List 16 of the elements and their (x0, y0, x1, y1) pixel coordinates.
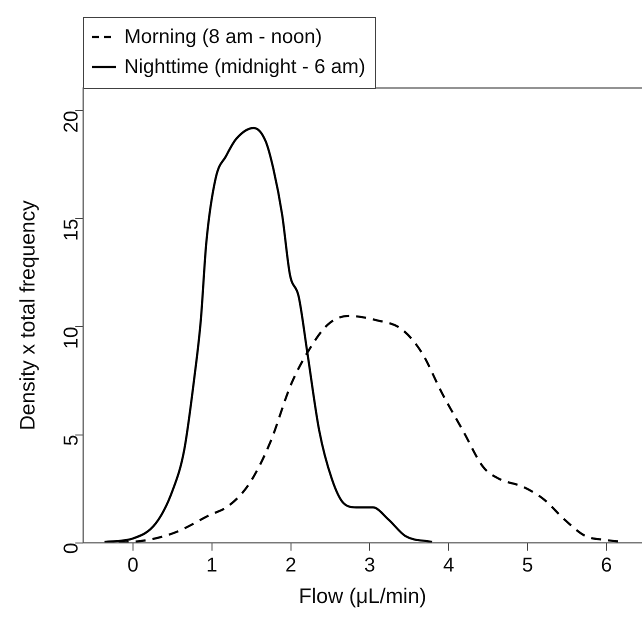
y-tick-label: 20 (60, 110, 83, 133)
x-tick-label: 1 (206, 554, 218, 576)
x-tick-label: 0 (127, 554, 138, 576)
x-tick-label: 5 (522, 554, 534, 576)
y-tick-label: 10 (60, 326, 83, 349)
y-axis-title: Density x total frequency (16, 200, 40, 430)
y-tick-label: 5 (60, 434, 83, 446)
legend-label: Nighttime (midnight - 6 am) (124, 55, 366, 80)
y-tick-label: 15 (60, 218, 83, 241)
x-tick-label: 6 (600, 554, 612, 576)
y-tick-label: 0 (60, 542, 83, 554)
x-tick-label: 3 (364, 554, 376, 576)
x-tick-label: 2 (285, 554, 296, 576)
x-axis-title: Flow (μL/min) (298, 585, 426, 608)
legend-label: Morning (8 am - noon) (124, 25, 322, 50)
x-tick-label: 4 (443, 554, 454, 576)
